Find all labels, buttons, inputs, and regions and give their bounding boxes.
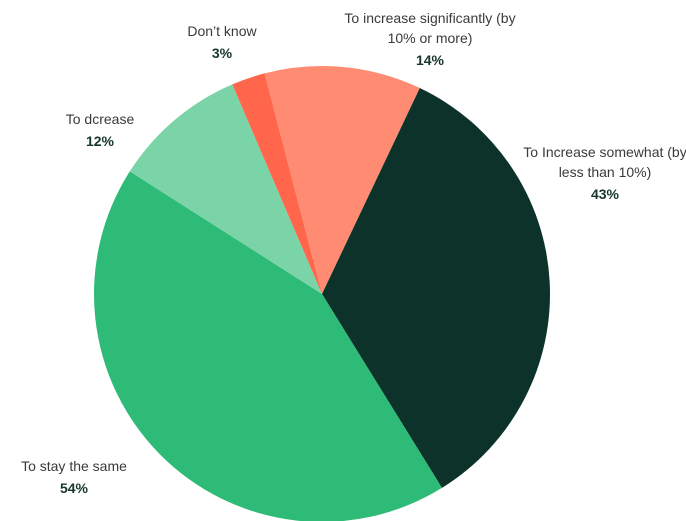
slice-label: To Increase somewhat (by less than 10%) … — [515, 142, 686, 204]
value-label: 3% — [211, 45, 233, 61]
category-label: To dcrease — [65, 111, 135, 127]
category-label: To stay the same — [21, 458, 127, 474]
pie-slice — [94, 171, 442, 521]
category-label: To increase significantly (by 10% or mor… — [344, 10, 516, 46]
value-label: 54% — [59, 480, 89, 496]
category-label: Don’t know — [187, 23, 257, 39]
value-label: 43% — [590, 186, 620, 202]
value-label: 14% — [415, 52, 445, 68]
pie-slice — [129, 84, 322, 294]
pie-slice — [322, 88, 550, 488]
slice-label: To increase significantly (by 10% or mor… — [330, 8, 530, 70]
category-label: To Increase somewhat (by less than 10%) — [523, 144, 686, 180]
pie-slice — [264, 66, 420, 294]
value-label: 12% — [85, 133, 115, 149]
slice-label: To dcrease 12% — [50, 109, 150, 151]
slice-label: Don’t know 3% — [172, 21, 272, 63]
pie-slice — [232, 73, 322, 295]
slice-label: To stay the same 54% — [0, 456, 148, 498]
